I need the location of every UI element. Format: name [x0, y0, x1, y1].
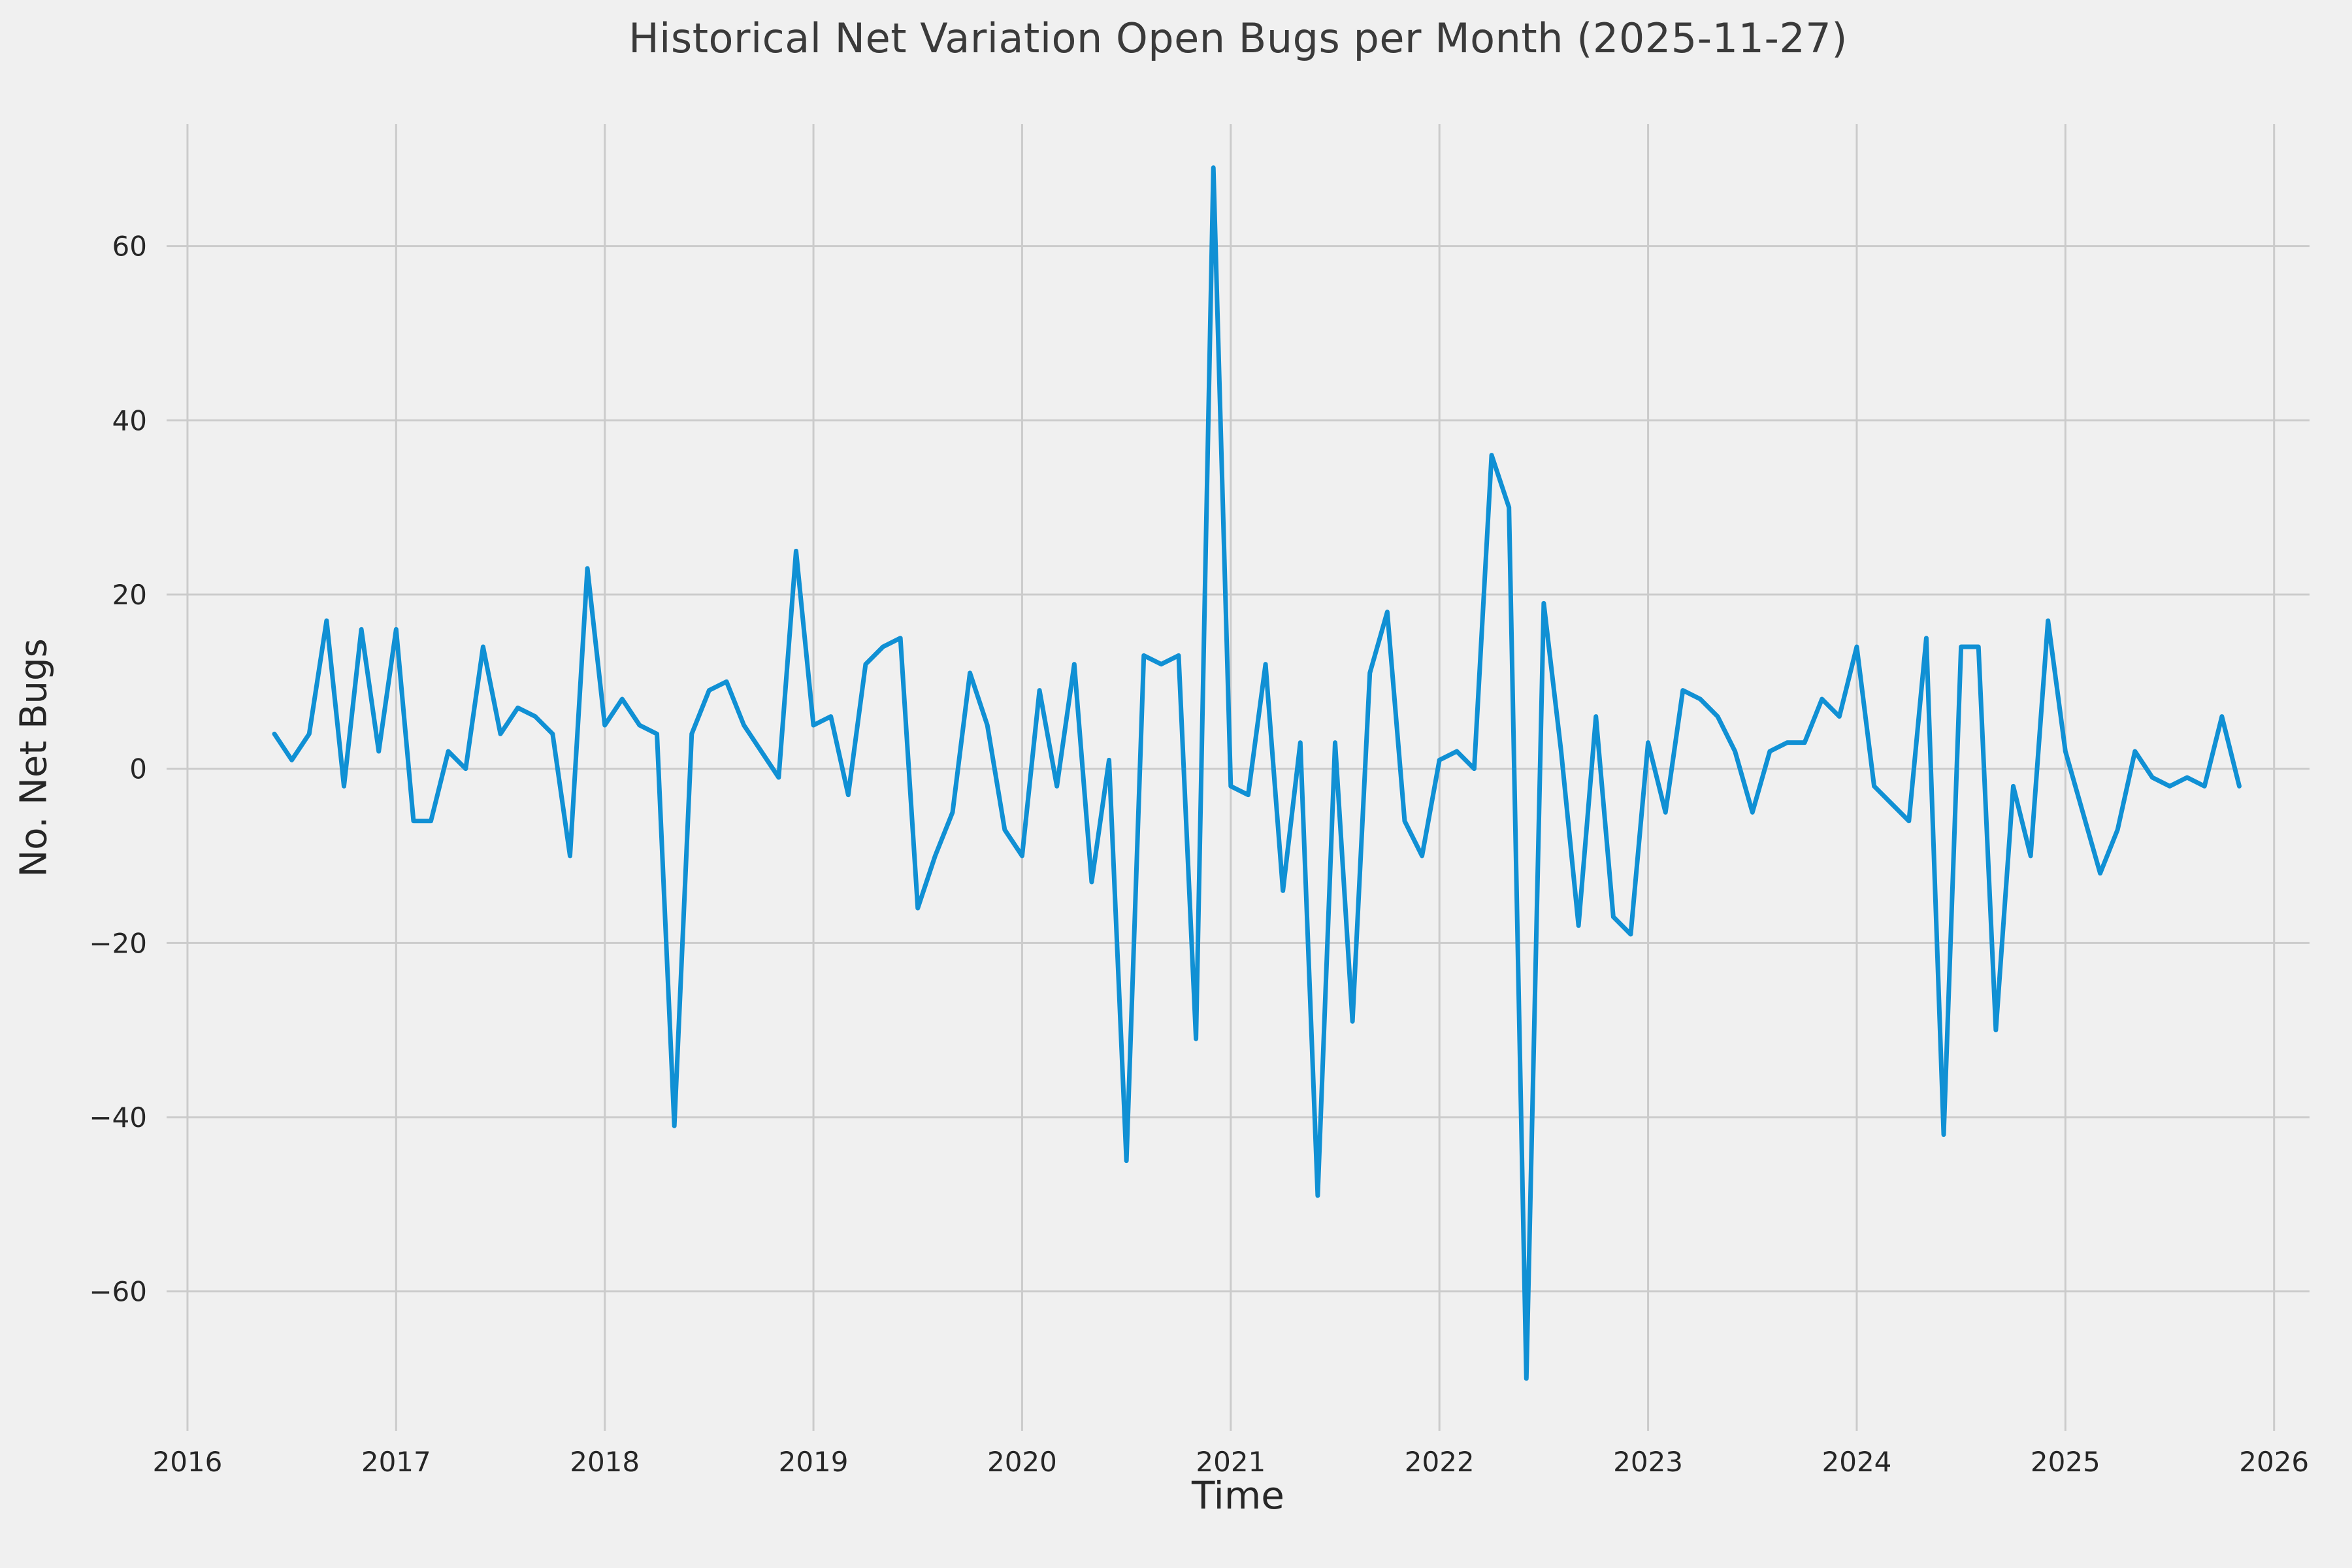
- y-tick-label: −60: [89, 1276, 147, 1308]
- y-tick-label: 20: [112, 579, 147, 611]
- y-tick-label: 60: [112, 231, 147, 263]
- data-line-net-open-bugs-per-month: [272, 165, 2242, 1381]
- x-axis-label: Time: [1192, 1473, 1284, 1518]
- x-tick-label: 2022: [1405, 1446, 1475, 1478]
- x-tick-label: 2017: [361, 1446, 431, 1478]
- chart-title: Historical Net Variation Open Bugs per M…: [629, 14, 1848, 62]
- y-tick-label: −20: [89, 927, 147, 959]
- x-tick-label: 2020: [987, 1446, 1057, 1478]
- x-tick-label: 2019: [779, 1446, 849, 1478]
- x-tick-label: 2021: [1196, 1446, 1266, 1478]
- x-tick-label: 2024: [1822, 1446, 1892, 1478]
- x-tick-label: 2025: [2031, 1446, 2100, 1478]
- x-tick-label: 2016: [152, 1446, 222, 1478]
- y-axis-label: No. Net Bugs: [12, 638, 56, 877]
- x-tick-label: 2023: [1613, 1446, 1683, 1478]
- x-tick-label: 2026: [2239, 1446, 2309, 1478]
- y-tick-label: 40: [112, 404, 147, 436]
- y-tick-label: −40: [89, 1102, 147, 1134]
- x-tick-label: 2018: [570, 1446, 640, 1478]
- y-tick-label: 0: [129, 753, 147, 785]
